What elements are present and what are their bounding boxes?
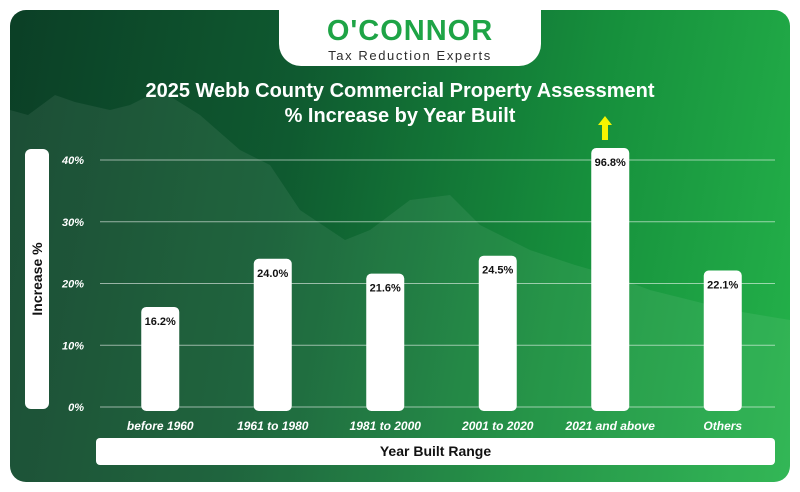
x-tick-label: Others [703,419,742,433]
bar [366,273,405,411]
x-axis-label: Year Built Range [96,438,775,465]
logo-tagline: Tax Reduction Experts [328,48,492,63]
data-label: 24.5% [482,265,513,277]
chart-canvas: 0% 10% 20% 30% 40% 16.2% before 1960 24.0% 1961 … [10,90,790,482]
y-tick-label: 20% [61,279,84,291]
bar [591,148,630,411]
x-tick-label: 1961 to 1980 [237,419,309,433]
y-tick-label: 30% [62,217,84,229]
x-tick-label: before 1960 [127,419,194,433]
x-tick-label: 1981 to 2000 [350,419,422,433]
data-label: 21.6% [370,283,401,295]
y-axis-label-box [25,149,49,409]
x-tick-label: 2001 to 2020 [461,419,534,433]
chart-card: 0% 10% 20% 30% 40% 16.2% before 1960 24.0% 1961 … [10,10,790,482]
data-label: 22.1% [707,280,738,292]
data-label: 96.8% [595,157,626,169]
chart-subtitle: % Increase by Year Built [284,105,516,127]
logo-name: O'CONNOR [326,15,494,47]
y-axis-label: Increase % [29,242,45,316]
bar [141,306,180,411]
bar [478,255,517,411]
x-tick-label: 2021 and above [565,419,656,433]
bar [703,270,742,411]
bar [253,258,292,411]
y-tick-label: 0% [68,402,84,414]
data-label: 16.2% [145,316,176,328]
chart-title: 2025 Webb County Commercial Property Ass… [145,80,655,102]
logo: O'CONNOR Tax Reduction Experts [279,10,541,66]
y-tick-label: 40% [61,155,84,167]
y-tick-label: 10% [62,340,84,352]
data-label: 24.0% [257,268,288,280]
up-arrow-icon [598,116,612,140]
